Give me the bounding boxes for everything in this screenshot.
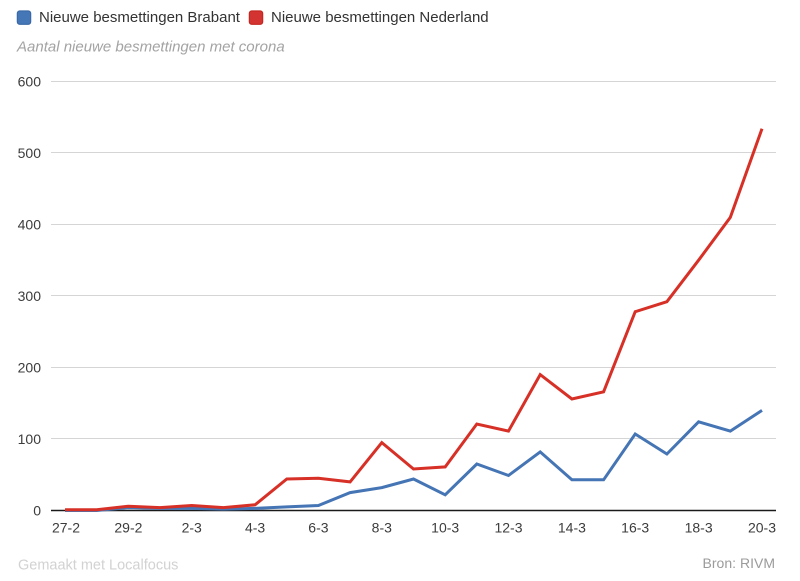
svg-text:Nieuwe besmettingen Brabant: Nieuwe besmettingen Brabant <box>39 9 241 26</box>
svg-text:Nieuwe besmettingen Nederland: Nieuwe besmettingen Nederland <box>271 9 489 26</box>
svg-text:100: 100 <box>18 431 42 447</box>
svg-text:2-3: 2-3 <box>182 520 202 536</box>
svg-text:14-3: 14-3 <box>558 520 586 536</box>
svg-text:27-2: 27-2 <box>52 520 80 536</box>
svg-text:6-3: 6-3 <box>308 520 328 536</box>
svg-text:16-3: 16-3 <box>621 520 649 536</box>
svg-text:18-3: 18-3 <box>685 520 713 536</box>
svg-text:RIVM: RIVM <box>740 555 775 571</box>
svg-text:Gemaakt met Localfocus: Gemaakt met Localfocus <box>18 558 178 574</box>
svg-text:Aantal nieuwe besmettingen met: Aantal nieuwe besmettingen met corona <box>16 39 285 56</box>
svg-text:Bron:: Bron: <box>703 555 736 571</box>
svg-text:8-3: 8-3 <box>372 520 392 536</box>
svg-text:29-2: 29-2 <box>114 520 142 536</box>
svg-text:0: 0 <box>33 503 41 519</box>
svg-text:600: 600 <box>18 74 42 90</box>
svg-text:200: 200 <box>18 360 42 376</box>
svg-text:300: 300 <box>18 288 42 304</box>
svg-text:20-3: 20-3 <box>748 520 776 536</box>
svg-text:400: 400 <box>18 217 42 233</box>
svg-text:10-3: 10-3 <box>431 520 459 536</box>
svg-text:4-3: 4-3 <box>245 520 265 536</box>
svg-text:12-3: 12-3 <box>494 520 522 536</box>
svg-text:500: 500 <box>18 145 42 161</box>
